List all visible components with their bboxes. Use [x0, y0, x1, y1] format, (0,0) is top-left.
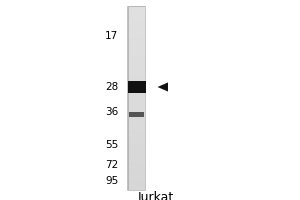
- Bar: [128, 38, 145, 43]
- Bar: [128, 29, 145, 34]
- Text: 28: 28: [105, 82, 119, 92]
- Bar: [128, 103, 145, 107]
- Bar: [128, 116, 145, 121]
- Bar: [128, 162, 145, 167]
- Bar: [128, 75, 145, 80]
- Bar: [128, 6, 145, 190]
- Bar: [128, 153, 145, 158]
- Bar: [128, 20, 145, 24]
- Bar: [128, 6, 145, 11]
- Bar: [128, 98, 145, 103]
- Bar: [128, 52, 145, 57]
- Bar: [129, 112, 144, 116]
- Bar: [128, 158, 145, 162]
- Bar: [128, 84, 145, 89]
- Bar: [128, 47, 145, 52]
- Bar: [128, 15, 145, 20]
- Text: 55: 55: [105, 140, 119, 150]
- Bar: [128, 57, 145, 61]
- Bar: [128, 70, 145, 75]
- Bar: [128, 89, 145, 93]
- Bar: [128, 135, 145, 139]
- Text: 17: 17: [105, 31, 119, 41]
- Bar: [128, 172, 145, 176]
- Bar: [128, 24, 145, 29]
- Bar: [128, 144, 145, 149]
- Bar: [128, 107, 145, 112]
- Text: 36: 36: [105, 107, 119, 117]
- Text: Jurkat: Jurkat: [138, 191, 174, 200]
- Polygon shape: [158, 82, 168, 92]
- Text: 95: 95: [105, 176, 119, 186]
- Bar: [128, 34, 145, 38]
- Bar: [128, 93, 145, 98]
- Bar: [128, 176, 145, 181]
- Bar: [128, 149, 145, 153]
- Bar: [128, 185, 145, 190]
- Bar: [128, 139, 145, 144]
- Bar: [128, 66, 145, 70]
- Bar: [128, 11, 145, 15]
- Bar: [128, 81, 146, 92]
- Bar: [128, 80, 145, 84]
- Bar: [128, 61, 145, 66]
- Bar: [128, 43, 145, 47]
- Bar: [128, 130, 145, 135]
- Bar: [128, 112, 145, 116]
- Bar: [128, 126, 145, 130]
- Bar: [128, 167, 145, 172]
- Bar: [128, 181, 145, 185]
- Text: 72: 72: [105, 160, 119, 170]
- Bar: [128, 121, 145, 126]
